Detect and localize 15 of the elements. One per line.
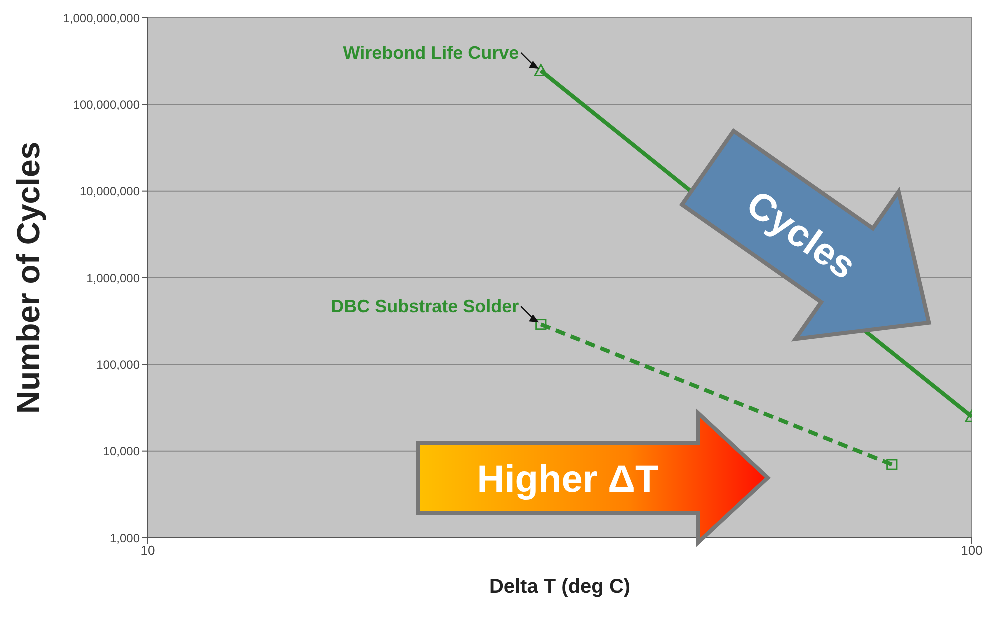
annotation: DBC Substrate Solder (331, 296, 520, 317)
y-tick-label: 1,000 (110, 531, 140, 546)
y-tick-label: 10,000 (103, 444, 140, 459)
x-tick-label: 100 (961, 543, 983, 558)
x-tick-label: 10 (140, 543, 156, 558)
x-axis-title: Delta T (deg C) (489, 576, 631, 598)
y-tick-label: 1,000,000 (86, 271, 140, 286)
y-tick-label: 1,000,000,000 (63, 11, 140, 26)
annotation: Wirebond Life Curve (343, 42, 520, 63)
big-arrow: Higher ΔT (416, 408, 771, 548)
y-axis-title: Number of Cycles (10, 142, 46, 414)
y-tick-label: 100,000 (96, 358, 140, 372)
annotation: Higher ΔT (477, 459, 659, 501)
y-tick-label: 10,000,000 (80, 184, 140, 199)
y-tick-label: 100,000,000 (73, 98, 140, 112)
